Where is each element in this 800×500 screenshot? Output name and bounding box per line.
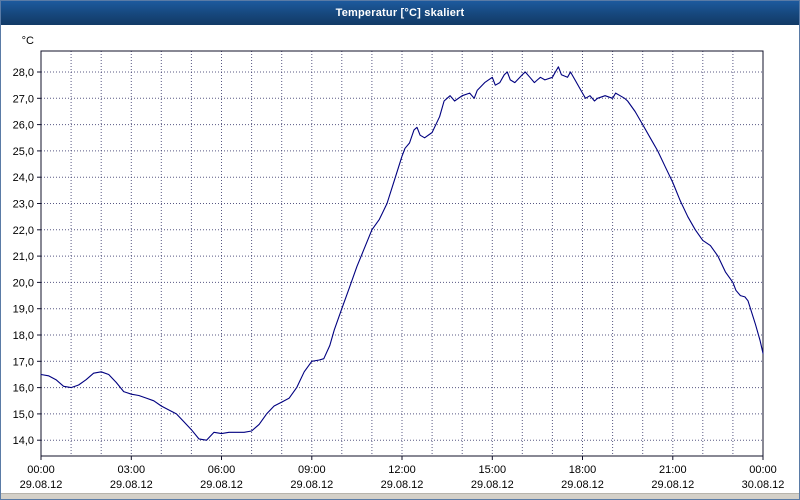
x-tick-date-label: 29.08.12 <box>290 479 333 491</box>
x-tick-date-label: 29.08.12 <box>561 479 604 491</box>
y-axis-unit-label: °C <box>22 35 34 47</box>
x-tick-date-label: 29.08.12 <box>20 479 63 491</box>
y-tick-label: 28,0 <box>13 67 34 79</box>
y-tick-label: 20,0 <box>13 277 34 289</box>
y-tick-label: 17,0 <box>13 356 34 368</box>
y-tick-label: 26,0 <box>13 120 34 132</box>
y-tick-label: 24,0 <box>13 172 34 184</box>
x-tick-date-label: 30.08.12 <box>742 479 785 491</box>
y-tick-label: 16,0 <box>13 383 34 395</box>
x-tick-date-label: 29.08.12 <box>471 479 514 491</box>
y-tick-label: 22,0 <box>13 225 34 237</box>
y-tick-label: 15,0 <box>13 409 34 421</box>
y-tick-label: 21,0 <box>13 251 34 263</box>
x-tick-date-label: 29.08.12 <box>381 479 424 491</box>
y-tick-label: 25,0 <box>13 146 34 158</box>
x-tick-time-label: 18:00 <box>569 464 597 476</box>
x-tick-date-label: 29.08.12 <box>200 479 243 491</box>
x-tick-time-label: 06:00 <box>208 464 236 476</box>
status-strip <box>1 493 799 499</box>
x-tick-time-label: 09:00 <box>298 464 326 476</box>
x-tick-time-label: 00:00 <box>27 464 55 476</box>
x-tick-date-label: 29.08.12 <box>110 479 153 491</box>
x-tick-time-label: 12:00 <box>388 464 416 476</box>
y-tick-label: 14,0 <box>13 435 34 447</box>
x-tick-time-label: 21:00 <box>659 464 687 476</box>
temperature-line <box>40 66 764 441</box>
x-tick-time-label: 00:00 <box>749 464 777 476</box>
y-tick-label: 19,0 <box>13 304 34 316</box>
x-tick-date-label: 29.08.12 <box>651 479 694 491</box>
y-tick-label: 27,0 <box>13 93 34 105</box>
chart-area: 28,0 27,0 26,0 25,0 24,0 23,0 22,0 21,0 20,0 19,0… <box>1 25 799 493</box>
x-tick-time-label: 15:00 <box>479 464 507 476</box>
y-tick-label: 23,0 <box>13 199 34 211</box>
window-title: Temperatur [°C] skaliert <box>335 7 465 19</box>
title-bar: Temperatur [°C] skaliert <box>1 1 799 25</box>
x-tick-time-label: 03:00 <box>118 464 146 476</box>
temperature-chart: 28,0 27,0 26,0 25,0 24,0 23,0 22,0 21,0 20,0 19,0… <box>1 25 799 493</box>
y-tick-label: 18,0 <box>13 330 34 342</box>
